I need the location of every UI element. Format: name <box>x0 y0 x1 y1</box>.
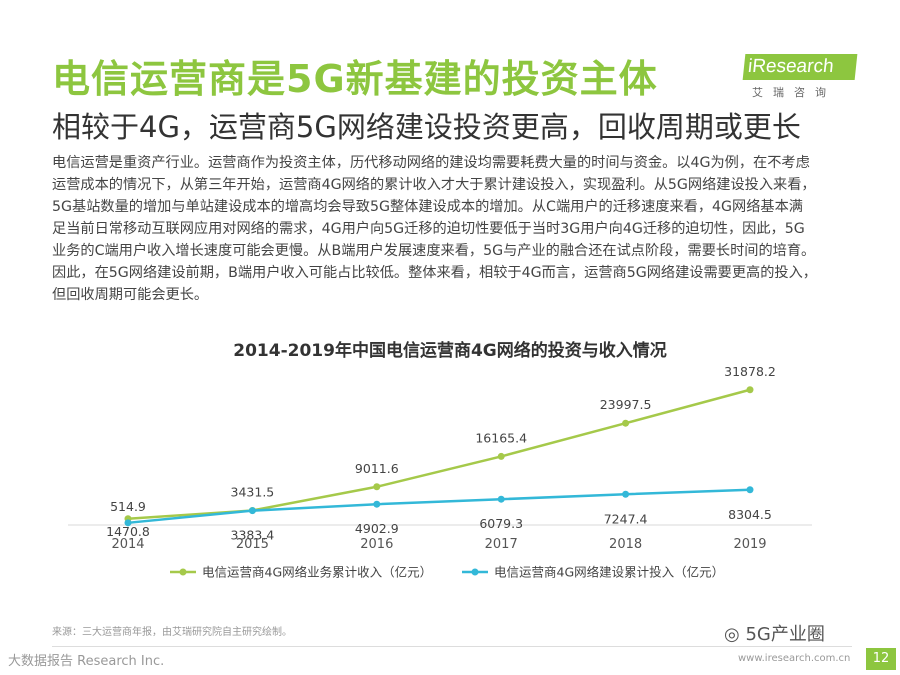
source-note: 来源：三大运营商年报，由艾瑞研究院自主研究绘制。 <box>52 627 292 638</box>
data-label: 3383.4 <box>231 528 275 543</box>
footer-left-text: 大数据报告 Research Inc. <box>8 654 165 669</box>
data-point <box>373 500 381 508</box>
data-point <box>248 507 256 515</box>
data-label: 1470.8 <box>106 524 150 539</box>
footer-website: www.iresearch.com.cn <box>738 653 851 664</box>
x-tick-label: 2016 <box>360 537 393 552</box>
x-tick-label: 2015 <box>236 537 269 552</box>
data-label: 23997.5 <box>600 397 652 412</box>
body-line: 因此，在5G网络建设前期，B端用户收入可能占比较低。整体来看，相较于4G而言，运… <box>52 265 817 281</box>
data-label: 9011.6 <box>355 461 399 476</box>
legend-swatch-marker <box>179 568 187 576</box>
data-label: 8304.5 <box>728 507 772 522</box>
x-tick-label: 2017 <box>485 537 518 552</box>
data-point <box>746 486 754 494</box>
data-label: 7247.4 <box>604 511 648 526</box>
data-point <box>497 452 505 460</box>
data-label: 31878.2 <box>724 364 776 379</box>
body-line: 电信运营是重资产行业。运营商作为投资主体，历代移动网络的建设均需要耗费大量的时间… <box>52 155 810 171</box>
series-line-1 <box>127 488 751 525</box>
data-point <box>124 519 132 527</box>
page-title: 电信运营商是5G新基建的投资主体 <box>52 57 658 101</box>
footer-divider <box>52 646 852 647</box>
legend-label: 电信运营商4G网络建设累计投入（亿元） <box>494 565 724 580</box>
data-label: 514.9 <box>110 499 146 514</box>
body-line: 业务的C端用户收入增长速度可能会更慢。从B端用户发展速度来看，5G与产业的融合还… <box>52 243 816 259</box>
data-label: 6079.3 <box>479 516 523 531</box>
wechat-icon: ◎ <box>724 624 740 645</box>
data-label: 3431.5 <box>231 484 275 499</box>
data-point <box>497 495 505 503</box>
data-point <box>373 483 381 491</box>
data-point <box>622 490 630 498</box>
wechat-watermark: ◎ 5G产业圈 <box>724 620 825 646</box>
body-line: 但回收周期可能会更长。 <box>52 287 209 303</box>
data-label: 4902.9 <box>355 521 399 536</box>
page-number: 12 <box>866 648 896 670</box>
wechat-label: 5G产业圈 <box>745 624 825 645</box>
body-paragraph: 电信运营是重资产行业。运营商作为投资主体，历代移动网络的建设均需要耗费大量的时间… <box>52 152 857 306</box>
body-line: 足当前日常移动互联网应用对网络的需求，4G用户向5G迁移的迫切性要低于当时3G用… <box>52 221 805 237</box>
legend-swatch-marker <box>471 568 479 576</box>
data-point <box>622 419 630 427</box>
legend-label: 电信运营商4G网络业务累计收入（亿元） <box>202 565 432 580</box>
x-tick-label: 2019 <box>733 537 766 552</box>
data-label: 16165.4 <box>475 430 527 445</box>
series-line-0 <box>127 388 751 521</box>
data-point <box>746 386 754 394</box>
logo-sub-text: 艾瑞咨询 <box>752 86 836 99</box>
iresearch-logo: iResearch 艾瑞咨询 <box>742 48 860 108</box>
page-subtitle: 相较于4G，运营商5G网络建设投资更高，回收周期或更长 <box>52 110 801 144</box>
body-line: 5G基站数量的增加与单站建设成本的增高均会导致5G整体建设成本的增加。从C端用户… <box>52 199 803 215</box>
x-tick-label: 2018 <box>609 537 642 552</box>
body-line: 运营成本的情况下，从第三年开始，运营商4G网络的累计收入才大于累计建设投入，实现… <box>52 177 816 193</box>
x-tick-label: 2014 <box>111 537 144 552</box>
chart-title: 2014-2019年中国电信运营商4G网络的投资与收入情况 <box>233 341 667 361</box>
